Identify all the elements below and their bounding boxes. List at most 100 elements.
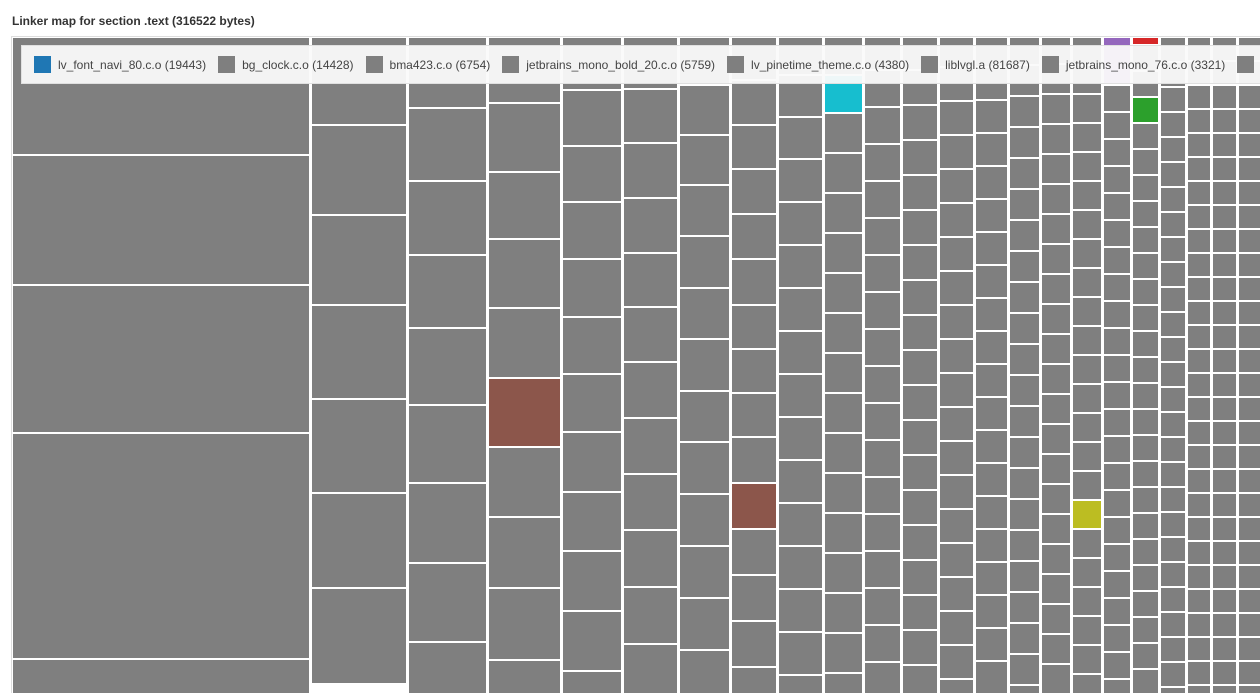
treemap-cell[interactable] [976, 629, 1007, 660]
treemap-cell[interactable] [1161, 613, 1185, 636]
treemap-cell[interactable] [1133, 202, 1158, 226]
treemap-cell[interactable] [1104, 410, 1130, 435]
treemap-cell[interactable] [903, 596, 937, 629]
treemap-cell[interactable] [940, 578, 973, 610]
treemap-cell[interactable] [680, 86, 729, 134]
treemap-cell[interactable] [563, 91, 621, 145]
treemap-cell[interactable] [976, 266, 1007, 297]
treemap-cell[interactable] [1010, 469, 1039, 498]
treemap-cell[interactable] [1073, 95, 1101, 122]
treemap-cell[interactable] [1133, 592, 1158, 616]
treemap-cell[interactable] [1010, 345, 1039, 374]
treemap-cell[interactable] [1213, 86, 1236, 108]
treemap-cell[interactable] [1104, 302, 1130, 327]
treemap-cell[interactable] [1239, 662, 1260, 684]
treemap-cell[interactable] [624, 199, 677, 252]
treemap-cell[interactable] [1073, 327, 1101, 354]
treemap-cell[interactable] [1133, 176, 1158, 200]
treemap-cell[interactable] [1213, 182, 1236, 204]
treemap-cell[interactable] [1213, 326, 1236, 348]
treemap-cell[interactable] [903, 316, 937, 349]
treemap-cell[interactable] [1133, 384, 1158, 408]
treemap-cell[interactable] [732, 126, 776, 168]
treemap-cell[interactable] [1213, 614, 1236, 636]
treemap-cell[interactable] [865, 552, 900, 587]
treemap-cell[interactable] [865, 663, 900, 693]
treemap-cell[interactable] [409, 182, 486, 254]
treemap-cell[interactable] [1073, 443, 1101, 470]
treemap-cell[interactable] [825, 354, 862, 392]
treemap-cell[interactable] [865, 145, 900, 180]
treemap-cell[interactable] [779, 547, 822, 588]
treemap-cell[interactable] [865, 219, 900, 254]
treemap-cell[interactable] [624, 363, 677, 417]
treemap-cell[interactable] [1239, 278, 1260, 300]
treemap-cell[interactable] [976, 167, 1007, 198]
treemap-cell[interactable] [1073, 501, 1101, 528]
treemap-cell[interactable] [940, 612, 973, 644]
treemap-cell[interactable] [1188, 470, 1210, 492]
treemap-cell[interactable] [1213, 350, 1236, 372]
treemap-cell[interactable] [1133, 280, 1158, 304]
treemap-cell[interactable] [624, 645, 677, 693]
treemap-cell[interactable] [779, 160, 822, 201]
treemap-cell[interactable] [1161, 538, 1185, 561]
treemap-cell[interactable] [13, 660, 309, 693]
treemap-cell[interactable] [1213, 110, 1236, 132]
treemap-cell[interactable] [624, 90, 677, 142]
treemap-cell[interactable] [1188, 614, 1210, 636]
treemap-cell[interactable] [1133, 410, 1158, 434]
treemap-cell[interactable] [1188, 326, 1210, 348]
treemap-cell[interactable] [903, 106, 937, 139]
treemap-cell[interactable] [1161, 513, 1185, 536]
treemap-cell[interactable] [1010, 438, 1039, 467]
treemap-cell[interactable] [903, 211, 937, 244]
treemap-cell[interactable] [940, 340, 973, 372]
treemap-cell[interactable] [680, 237, 729, 287]
treemap-cell[interactable] [680, 651, 729, 693]
treemap-cell[interactable] [1161, 88, 1185, 111]
treemap-cell[interactable] [680, 186, 729, 235]
treemap-cell[interactable] [1042, 485, 1070, 513]
treemap-cell[interactable] [1104, 518, 1130, 543]
treemap-cell[interactable] [1239, 638, 1260, 660]
treemap-cell[interactable] [489, 661, 560, 693]
treemap-cell[interactable] [865, 589, 900, 624]
treemap-cell[interactable] [825, 434, 862, 472]
treemap-cell[interactable] [1239, 590, 1260, 612]
treemap-cell[interactable] [903, 526, 937, 559]
treemap-cell[interactable] [1161, 388, 1185, 411]
treemap-cell[interactable] [825, 674, 862, 693]
treemap-cell[interactable] [1161, 438, 1185, 461]
treemap-cell[interactable] [732, 215, 776, 258]
treemap-cell[interactable] [779, 418, 822, 459]
treemap-cell[interactable] [1188, 110, 1210, 132]
treemap-cell[interactable] [779, 633, 822, 674]
treemap-cell[interactable] [976, 233, 1007, 264]
treemap-cell[interactable] [1133, 358, 1158, 382]
treemap-cell[interactable] [1188, 350, 1210, 372]
treemap-cell[interactable] [732, 170, 776, 213]
treemap-cell[interactable] [940, 442, 973, 474]
treemap-cell[interactable] [1188, 494, 1210, 516]
treemap-cell[interactable] [1010, 221, 1039, 250]
treemap-cell[interactable] [1161, 138, 1185, 161]
treemap-cell[interactable] [489, 379, 560, 446]
treemap-cell[interactable] [1239, 686, 1260, 693]
treemap-cell[interactable] [1104, 626, 1130, 651]
treemap-cell[interactable] [1161, 163, 1185, 186]
treemap-cell[interactable] [976, 332, 1007, 363]
treemap-cell[interactable] [1239, 134, 1260, 156]
treemap-cell[interactable] [779, 676, 822, 693]
treemap-cell[interactable] [1010, 376, 1039, 405]
treemap-cell[interactable] [1188, 590, 1210, 612]
treemap-cell[interactable] [1010, 159, 1039, 188]
treemap-cell[interactable] [1239, 326, 1260, 348]
treemap-cell[interactable] [865, 441, 900, 476]
treemap-cell[interactable] [1239, 254, 1260, 276]
treemap-cell[interactable] [732, 81, 776, 124]
treemap-cell[interactable] [1042, 95, 1070, 123]
treemap-cell[interactable] [940, 646, 973, 678]
treemap-cell[interactable] [1188, 254, 1210, 276]
treemap-cell[interactable] [976, 464, 1007, 495]
